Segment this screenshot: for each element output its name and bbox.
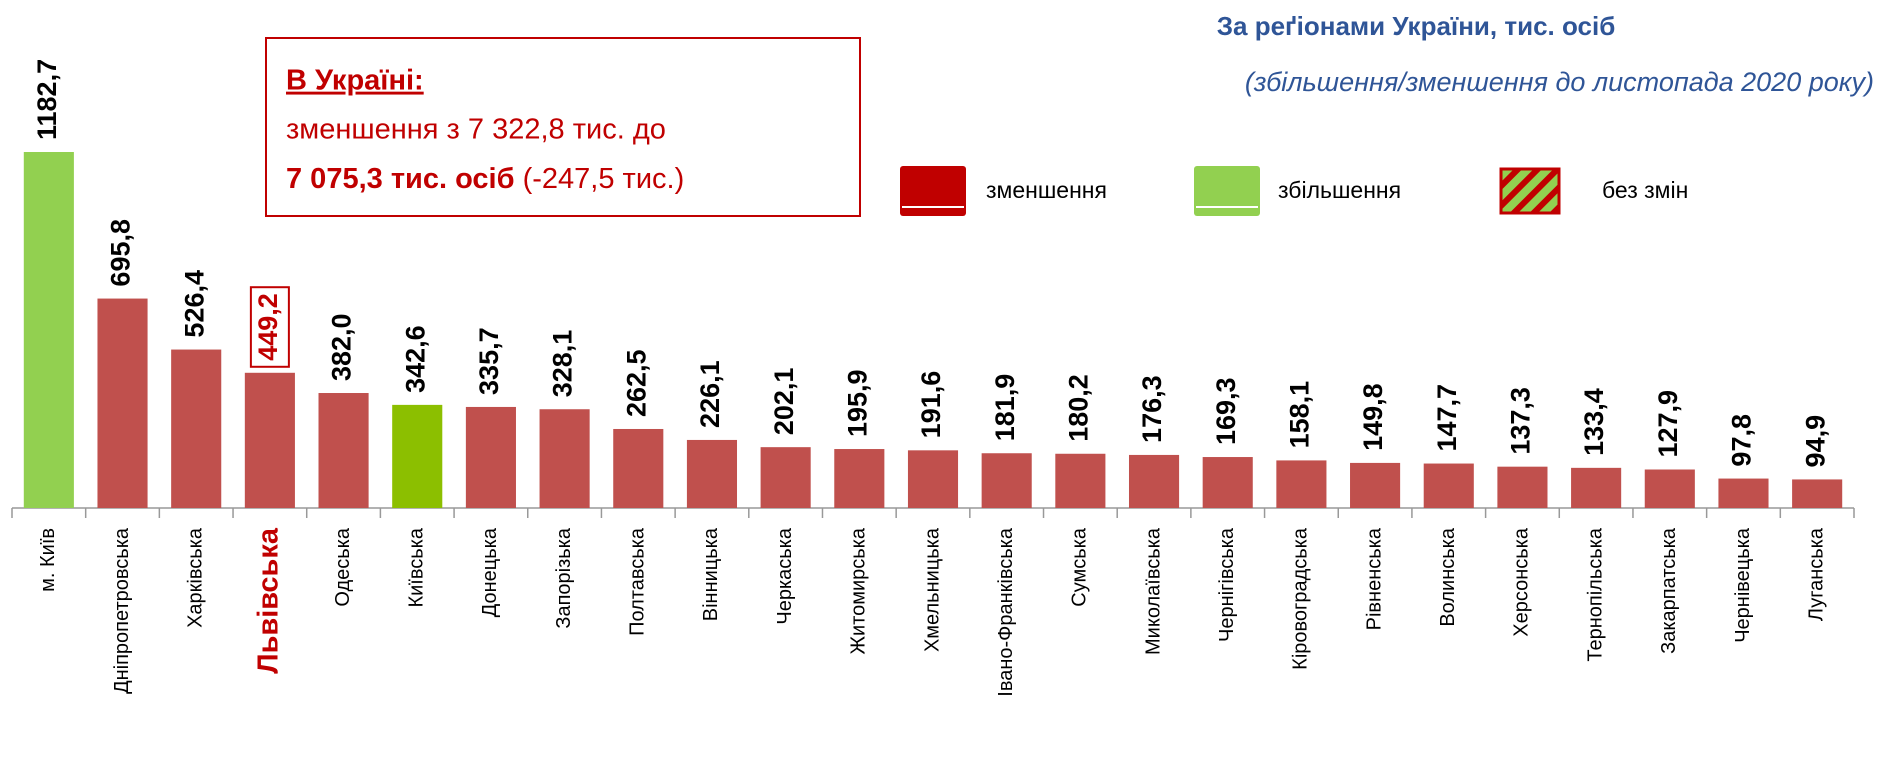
chart-subtitle: (збільшення/зменшення до листопада 2020 … — [1245, 67, 1874, 97]
annotation-heading: В Україні: — [286, 65, 424, 97]
x-tick-label: м. Київ — [37, 528, 59, 592]
bar — [392, 404, 443, 508]
legend-swatch — [900, 166, 966, 216]
value-label: 137,3 — [1506, 387, 1536, 455]
value-label: 195,9 — [842, 369, 872, 437]
value-label: 181,9 — [990, 374, 1020, 442]
highlight-box — [249, 286, 290, 368]
x-tick-label: Івано-Франківська — [995, 527, 1017, 697]
value-label: 158,1 — [1285, 381, 1315, 449]
value-label: 149,8 — [1358, 383, 1388, 451]
x-tick-label: Сумська — [1069, 527, 1091, 607]
value-label: 127,9 — [1653, 390, 1683, 458]
value-label: 262,5 — [621, 349, 651, 417]
x-tick-label: Дніпропетровська — [111, 527, 133, 694]
bar — [1128, 454, 1180, 508]
bar — [171, 349, 222, 508]
x-tick-label: Харківська — [184, 527, 206, 628]
x-tick-label: Луганська — [1805, 527, 1827, 621]
x-tick-label: Тернопільська — [1584, 527, 1606, 661]
bar — [1718, 478, 1769, 508]
bar — [834, 449, 885, 508]
annotation-box — [265, 37, 861, 217]
value-label: 191,6 — [916, 371, 946, 439]
bar — [981, 453, 1032, 508]
value-label: 94,9 — [1800, 415, 1830, 468]
annotation-text: 7 075,3 тис. осіб (-247,5 тис.) — [286, 163, 684, 195]
x-tick-label: Хмельницька — [921, 527, 943, 652]
bar — [1571, 467, 1622, 508]
x-tick-label: Житомирська — [848, 527, 870, 654]
bar — [1276, 460, 1327, 508]
bar — [1644, 469, 1695, 508]
x-tick-label: Донецька — [479, 527, 501, 617]
value-label: 695,8 — [106, 219, 136, 287]
value-label: 147,7 — [1432, 384, 1462, 452]
legend-label: зменшення — [986, 177, 1107, 203]
bar — [1497, 466, 1548, 508]
x-tick-label: Вінницька — [700, 527, 722, 621]
x-tick-label: Закарпатська — [1658, 527, 1680, 654]
value-label: 169,3 — [1211, 377, 1241, 445]
value-label: 342,6 — [400, 325, 430, 393]
bar — [1423, 463, 1474, 508]
value-label: 382,0 — [327, 313, 357, 381]
legend-swatch — [1194, 166, 1260, 216]
x-tick-label: Черкаська — [774, 527, 796, 624]
value-label: 133,4 — [1579, 388, 1609, 456]
x-tick-label: Миколаївська — [1142, 527, 1164, 655]
bar — [1202, 457, 1253, 508]
value-label: 526,4 — [179, 270, 209, 338]
bar — [1055, 453, 1106, 508]
x-tick-label: Запорізька — [553, 527, 575, 629]
value-label: 328,1 — [548, 330, 578, 398]
value-label: 1182,7 — [32, 59, 62, 140]
bar — [686, 439, 738, 508]
x-tick-label: Херсонська — [1511, 527, 1533, 637]
bar — [907, 450, 959, 508]
x-tick-label: Чернівецька — [1732, 527, 1754, 643]
bar — [1350, 462, 1401, 508]
annotation-text: зменшення з 7 322,8 тис. до — [286, 114, 666, 146]
bar — [23, 152, 74, 508]
legend-label: без змін — [1602, 177, 1688, 203]
x-tick-label: Кіровоградська — [1290, 527, 1312, 670]
value-label: 449,2 — [253, 293, 283, 361]
value-label: 202,1 — [769, 368, 799, 436]
bar — [539, 409, 590, 508]
x-tick-label: Рівненська — [1363, 527, 1385, 630]
value-label: 176,3 — [1137, 375, 1167, 443]
bar — [318, 393, 369, 508]
bar — [1792, 479, 1843, 508]
bar — [244, 372, 295, 508]
x-tick-label: Полтавська — [627, 527, 649, 636]
bar — [97, 298, 148, 508]
annotation-rest: (-247,5 тис.) — [515, 163, 685, 195]
x-tick-label: Львівська — [253, 527, 285, 674]
value-label: 180,2 — [1063, 374, 1093, 442]
value-label: 335,7 — [474, 327, 504, 395]
x-tick-label: Одеська — [332, 527, 354, 607]
bar — [613, 428, 664, 508]
bar — [760, 447, 811, 508]
x-tick-label: Київська — [406, 527, 428, 607]
value-label: 226,1 — [695, 360, 725, 428]
x-tick-label: Чернігівська — [1216, 527, 1238, 642]
annotation-bold: 7 075,3 тис. осіб — [286, 163, 515, 195]
legend-label: збільшення — [1278, 177, 1401, 203]
chart-title: За реґіонами України, тис. осіб — [1217, 11, 1616, 41]
value-label: 97,8 — [1727, 414, 1757, 467]
legend-swatch — [1499, 167, 1561, 215]
bar — [465, 406, 516, 508]
x-tick-label: Волинська — [1437, 527, 1459, 627]
